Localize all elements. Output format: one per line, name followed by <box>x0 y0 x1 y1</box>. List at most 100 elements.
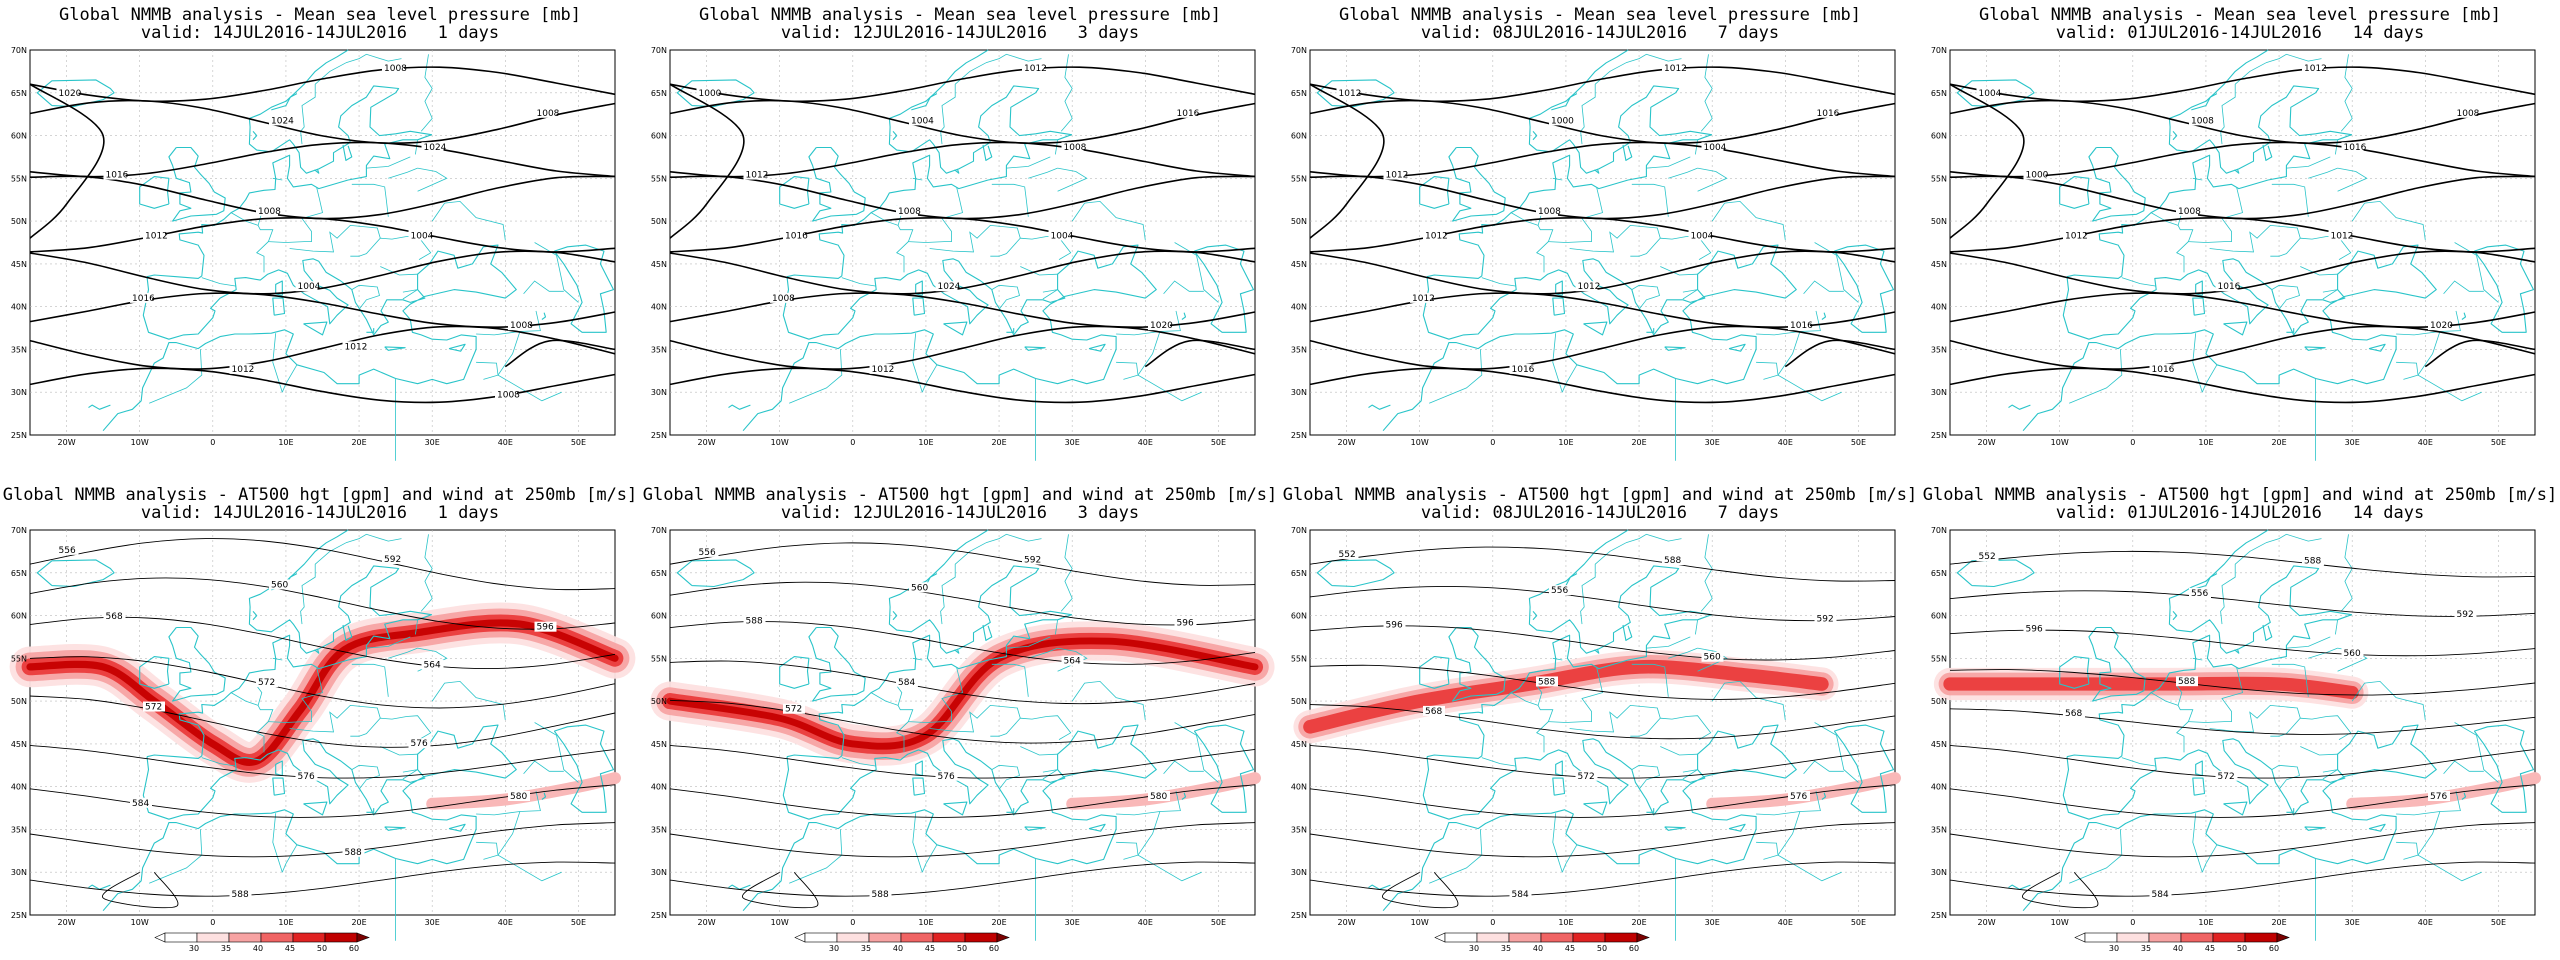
contour-line <box>669 660 1256 705</box>
lat-tick: 30N <box>1931 388 1947 397</box>
contour-label-bg <box>2063 230 2085 241</box>
border <box>2271 663 2309 697</box>
coastline <box>102 724 517 912</box>
jet-band <box>1303 659 1829 734</box>
coastline <box>786 529 1073 759</box>
coastline <box>1088 343 1106 352</box>
lon-tick: 30E <box>425 438 440 447</box>
contour-label-bg <box>2428 791 2450 802</box>
lat-tick: 45N <box>11 260 27 269</box>
border <box>268 667 323 723</box>
contour-line <box>1309 367 1896 404</box>
border <box>351 284 380 310</box>
contour-label: 1016 <box>106 171 129 181</box>
coastline <box>1006 808 1015 813</box>
border <box>1055 619 1058 635</box>
border <box>366 156 411 169</box>
coastline <box>2368 343 2386 352</box>
contour-label: 1012 <box>1578 282 1601 292</box>
contour-label: 1012 <box>232 365 255 375</box>
colorbar: 30 35 40 45 50 60 <box>794 932 1010 953</box>
coastline <box>1664 346 1686 351</box>
contour-label-bg <box>2149 363 2172 374</box>
border <box>912 657 923 661</box>
contours <box>669 542 1256 909</box>
coastline <box>384 346 406 351</box>
contour-label-bg <box>696 546 719 557</box>
contours <box>29 538 616 909</box>
mslp-panel-4: Global NMMB analysis - Mean sea level pr… <box>1920 0 2560 480</box>
panel-title: Global NMMB analysis - Mean sea level pr… <box>59 5 581 25</box>
coastline <box>252 610 258 621</box>
contour-line <box>1309 586 1896 622</box>
panel-title: Global NMMB analysis - AT500 hgt [gpm] a… <box>642 485 1278 505</box>
contour-label: 584 <box>1512 890 1529 900</box>
contour-label: 1016 <box>2152 365 2175 375</box>
contour-label-bg <box>1509 889 1532 900</box>
lat-tick: 60N <box>1931 132 1947 141</box>
coastline <box>2192 777 2206 796</box>
coastline <box>1833 244 1895 333</box>
colorbar-label: 60 <box>989 944 999 953</box>
contour-label: 572 <box>145 703 162 713</box>
colorbar-swatch <box>2180 932 2214 943</box>
contour-label-bg <box>2063 708 2085 719</box>
panel-valid: valid: 14JUL2016-14JUL2016 1 days <box>140 23 500 43</box>
coastlines <box>1956 529 2535 912</box>
coastline <box>252 130 258 141</box>
lon-tick: 0 <box>850 918 855 927</box>
contour-label-bg <box>342 341 365 352</box>
lat-tick: 30N <box>651 388 667 397</box>
border <box>1682 289 1698 300</box>
contour-label: 1012 <box>345 342 368 352</box>
border <box>476 361 499 380</box>
border <box>2201 844 2218 873</box>
border <box>2300 266 2338 276</box>
colorbar: 30 35 40 45 50 60 <box>154 932 370 953</box>
contour-line <box>29 616 616 670</box>
colorbar-swatch <box>1444 932 1478 943</box>
border <box>1814 242 1859 303</box>
lon-tick: 40E <box>2418 438 2433 447</box>
coastline <box>275 280 283 297</box>
coastline <box>1555 280 1563 297</box>
coastline <box>168 146 226 222</box>
contour-label-bg <box>2341 142 2364 153</box>
contour-line <box>29 822 616 858</box>
border <box>2188 187 2243 243</box>
contour-label-bg <box>2302 555 2324 566</box>
coastline <box>314 648 320 654</box>
contour-label: 1008 <box>537 109 560 119</box>
lon-tick: 10W <box>1411 918 1429 927</box>
border <box>380 266 418 276</box>
contour-label-bg <box>1701 142 1724 153</box>
border <box>1163 760 1204 775</box>
contour-line <box>669 542 1256 586</box>
lat-tick: 55N <box>1931 654 1947 663</box>
contour-line <box>1784 339 1896 368</box>
colorbar-label: 40 <box>253 944 263 953</box>
contour-label-bg <box>1148 320 1170 331</box>
border <box>497 331 562 402</box>
border <box>2417 811 2482 882</box>
contour-line <box>1309 704 1896 740</box>
contour-label: 576 <box>298 772 315 782</box>
lat-tick: 55N <box>651 654 667 663</box>
contour-label: 568 <box>1425 707 1442 717</box>
border <box>2443 760 2484 775</box>
contour-label-bg <box>2302 62 2324 73</box>
colorbar-arrow <box>2074 932 2086 943</box>
colorbar-label: 35 <box>861 944 871 953</box>
lon-tick: 0 <box>1490 438 1495 447</box>
contour-line <box>1309 744 1896 779</box>
contour-line <box>1309 325 1896 370</box>
contour-line <box>29 861 616 897</box>
wind-shading <box>1293 650 1901 810</box>
contour-label-bg <box>1788 320 1810 331</box>
border <box>366 636 411 649</box>
border <box>2069 349 2123 404</box>
contour-line <box>669 861 1256 897</box>
contour-label-bg <box>1148 791 1170 802</box>
contour-label-bg <box>130 292 152 303</box>
lat-tick: 35N <box>1291 345 1307 354</box>
